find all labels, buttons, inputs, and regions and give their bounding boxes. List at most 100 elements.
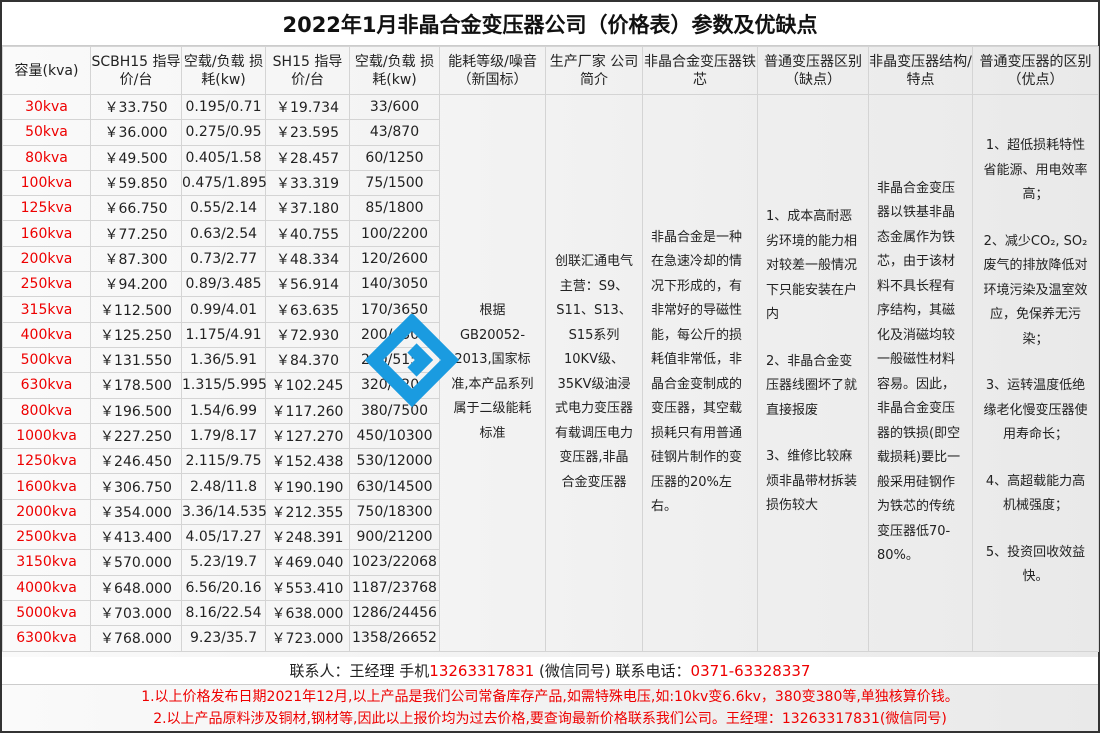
- capacity-cell: 80kva: [2, 144, 91, 171]
- sh15-price-cell: ￥117.260: [265, 397, 350, 424]
- table-row: 2500kva ￥413.400 4.05/17.27 ￥248.391 900/212…: [2, 524, 1099, 551]
- sh15-price-cell: ￥248.391: [265, 524, 350, 551]
- sh15-loss-cell: 60/1250: [349, 144, 440, 171]
- table-row: 630kva ￥178.500 1.315/5.995 ￥102.245 320/620…: [2, 372, 1099, 399]
- capacity-cell: 30kva: [2, 93, 91, 121]
- capacity-cell: 4000kva: [2, 574, 91, 601]
- scbh15-price-cell: ￥354.000: [90, 498, 182, 526]
- scbh15-loss-cell: 1.315/5.995: [181, 372, 267, 399]
- sh15-loss-cell: 100/2200: [349, 220, 440, 247]
- sh15-loss-cell: 380/7500: [349, 397, 440, 424]
- mobile-number: 13263317831: [429, 662, 535, 680]
- cons-item: 1、成本高耐恶劣环境的能力相对较差一般情况下只能安装在户内: [766, 209, 858, 323]
- scbh15-loss-cell: 0.73/2.77: [181, 245, 266, 273]
- scbh15-price-cell: ￥36.000: [90, 119, 182, 146]
- capacity-cell: 2500kva: [2, 524, 91, 551]
- column-header: 普通变压器的区别（优点）: [972, 46, 1099, 95]
- scbh15-loss-cell: 0.275/0.95: [181, 119, 266, 146]
- sh15-loss-cell: 200/4300: [349, 321, 440, 348]
- capacity-cell: 50kva: [2, 119, 91, 146]
- structure-cell: 非晶合金变压器以铁基非晶态金属作为铁芯，由于该材料不具长程有序结构，其磁化及消磁…: [868, 94, 973, 652]
- sh15-price-cell: ￥190.190: [265, 473, 350, 500]
- column-header: 非晶变压器结构/特点: [868, 46, 973, 95]
- scbh15-loss-cell: 9.23/35.7: [181, 625, 266, 652]
- table-row: 30kva ￥33.750 0.195/0.71 ￥19.734 33/600 根据GB2…: [2, 93, 1099, 652]
- sh15-price-cell: ￥63.635: [265, 296, 350, 323]
- core-cell: 非晶合金是一种在急速冷却的情况下形成的，有非常好的导磁性能，每公斤的损耗值非常低…: [642, 94, 758, 652]
- table-row: 4000kva ￥648.000 6.56/20.16 ￥553.410 1187/23…: [2, 574, 1099, 601]
- column-header: 普通变压器区别（缺点）: [757, 46, 869, 95]
- scbh15-price-cell: ￥178.500: [90, 372, 182, 399]
- note-1: 1.以上价格发布日期2021年12月,以上产品是我们公司常备库存产品,如需特殊电…: [141, 689, 959, 705]
- sh15-price-cell: ￥33.319: [265, 169, 350, 197]
- sh15-loss-cell: 1286/24456: [349, 599, 440, 627]
- scbh15-price-cell: ￥227.250: [90, 422, 182, 450]
- sh15-price-cell: ￥40.755: [265, 220, 350, 247]
- column-header: 能耗等级/噪音（新国标）: [439, 46, 546, 95]
- scbh15-loss-cell: 1.175/4.91: [181, 321, 266, 348]
- scbh15-price-cell: ￥49.500: [90, 144, 182, 171]
- scbh15-loss-cell: 2.48/11.8: [181, 473, 266, 500]
- capacity-cell: 2000kva: [2, 498, 91, 526]
- table-row: 5000kva ￥703.000 8.16/22.54 ￥638.000 1286/24…: [2, 599, 1099, 627]
- sh15-loss-cell: 33/600: [349, 93, 440, 121]
- scbh15-price-cell: ￥131.550: [90, 346, 182, 374]
- capacity-cell: 1600kva: [2, 473, 91, 500]
- column-header: SH15 指导价/台: [265, 46, 350, 95]
- table-row: 100kva ￥59.850 0.475/1.895 ￥33.319 75/1500: [2, 169, 1099, 197]
- pros-item: 5、投资回收效益快。: [985, 544, 1086, 585]
- sh15-loss-cell: 75/1500: [349, 169, 440, 197]
- sh15-loss-cell: 1187/23768: [349, 574, 440, 601]
- contact-line: 联系人：王经理 手机13263317831 (微信同号) 联系电话：0371-6…: [2, 657, 1098, 685]
- contact-wechat: (微信同号) 联系电话：: [534, 662, 691, 680]
- sh15-price-cell: ￥723.000: [265, 625, 350, 652]
- table-row: 200kva ￥87.300 0.73/2.77 ￥48.334 120/2600: [2, 245, 1099, 273]
- pros-item: 4、高超载能力高机械强度；: [985, 473, 1086, 514]
- sh15-loss-cell: 900/21200: [349, 524, 440, 551]
- table-row: 160kva ￥77.250 0.63/2.54 ￥40.755 100/2200: [2, 220, 1099, 247]
- sh15-price-cell: ￥37.180: [265, 195, 350, 222]
- sh15-price-cell: ￥28.457: [265, 144, 350, 171]
- phone-number: 0371-63328337: [690, 662, 811, 680]
- sh15-loss-cell: 320/6200: [349, 372, 440, 399]
- scbh15-loss-cell: 4.05/17.27: [181, 524, 266, 551]
- scbh15-loss-cell: 1.54/6.99: [181, 397, 266, 424]
- capacity-cell: 630kva: [2, 372, 91, 399]
- scbh15-price-cell: ￥77.250: [90, 220, 182, 247]
- sh15-loss-cell: 43/870: [349, 119, 440, 146]
- sh15-price-cell: ￥84.370: [265, 346, 350, 374]
- column-header: 空载/负载 损耗(kw): [349, 46, 440, 95]
- scbh15-loss-cell: 1.36/5.91: [181, 346, 266, 374]
- sh15-price-cell: ￥638.000: [265, 599, 350, 627]
- pros-item: 1、超低损耗特性省能源、用电效率高；: [983, 138, 1088, 203]
- sh15-loss-cell: 750/18300: [349, 498, 440, 526]
- scbh15-loss-cell: 8.16/22.54: [181, 599, 266, 627]
- column-header: 容量(kva): [2, 46, 91, 95]
- scbh15-loss-cell: 0.63/2.54: [181, 220, 266, 247]
- capacity-cell: 1250kva: [2, 448, 91, 475]
- capacity-cell: 5000kva: [2, 599, 91, 627]
- sh15-loss-cell: 85/1800: [349, 195, 440, 222]
- sh15-loss-cell: 170/3650: [349, 296, 440, 323]
- sh15-price-cell: ￥102.245: [265, 372, 350, 399]
- scbh15-loss-cell: 1.79/8.17: [181, 422, 266, 450]
- scbh15-price-cell: ￥94.200: [90, 271, 182, 298]
- sh15-loss-cell: 630/14500: [349, 473, 440, 500]
- scbh15-price-cell: ￥703.000: [90, 599, 182, 627]
- column-header: 生产厂家 公司简介: [545, 46, 643, 95]
- page-title: 2022年1月非晶合金变压器公司（价格表）参数及优缺点: [2, 2, 1098, 46]
- scbh15-price-cell: ￥33.750: [90, 93, 182, 121]
- scbh15-loss-cell: 0.99/4.01: [181, 296, 266, 323]
- scbh15-price-cell: ￥570.000: [90, 549, 182, 576]
- scbh15-price-cell: ￥246.450: [90, 448, 182, 475]
- capacity-cell: 1000kva: [2, 422, 91, 450]
- sh15-price-cell: ￥469.040: [265, 549, 350, 576]
- sh15-loss-cell: 1358/26652: [349, 625, 440, 652]
- column-header: 空载/负载 损耗(kw): [181, 46, 266, 95]
- scbh15-loss-cell: 0.475/1.895: [181, 169, 267, 197]
- table-row: 3150kva ￥570.000 5.23/19.7 ￥469.040 1023/220…: [2, 549, 1099, 576]
- scbh15-loss-cell: 5.23/19.7: [181, 549, 266, 576]
- table-header: 容量(kva) SCBH15 指导价/台 空载/负载 损耗(kw) SH15 指导价/…: [2, 46, 1099, 95]
- capacity-cell: 500kva: [2, 346, 91, 374]
